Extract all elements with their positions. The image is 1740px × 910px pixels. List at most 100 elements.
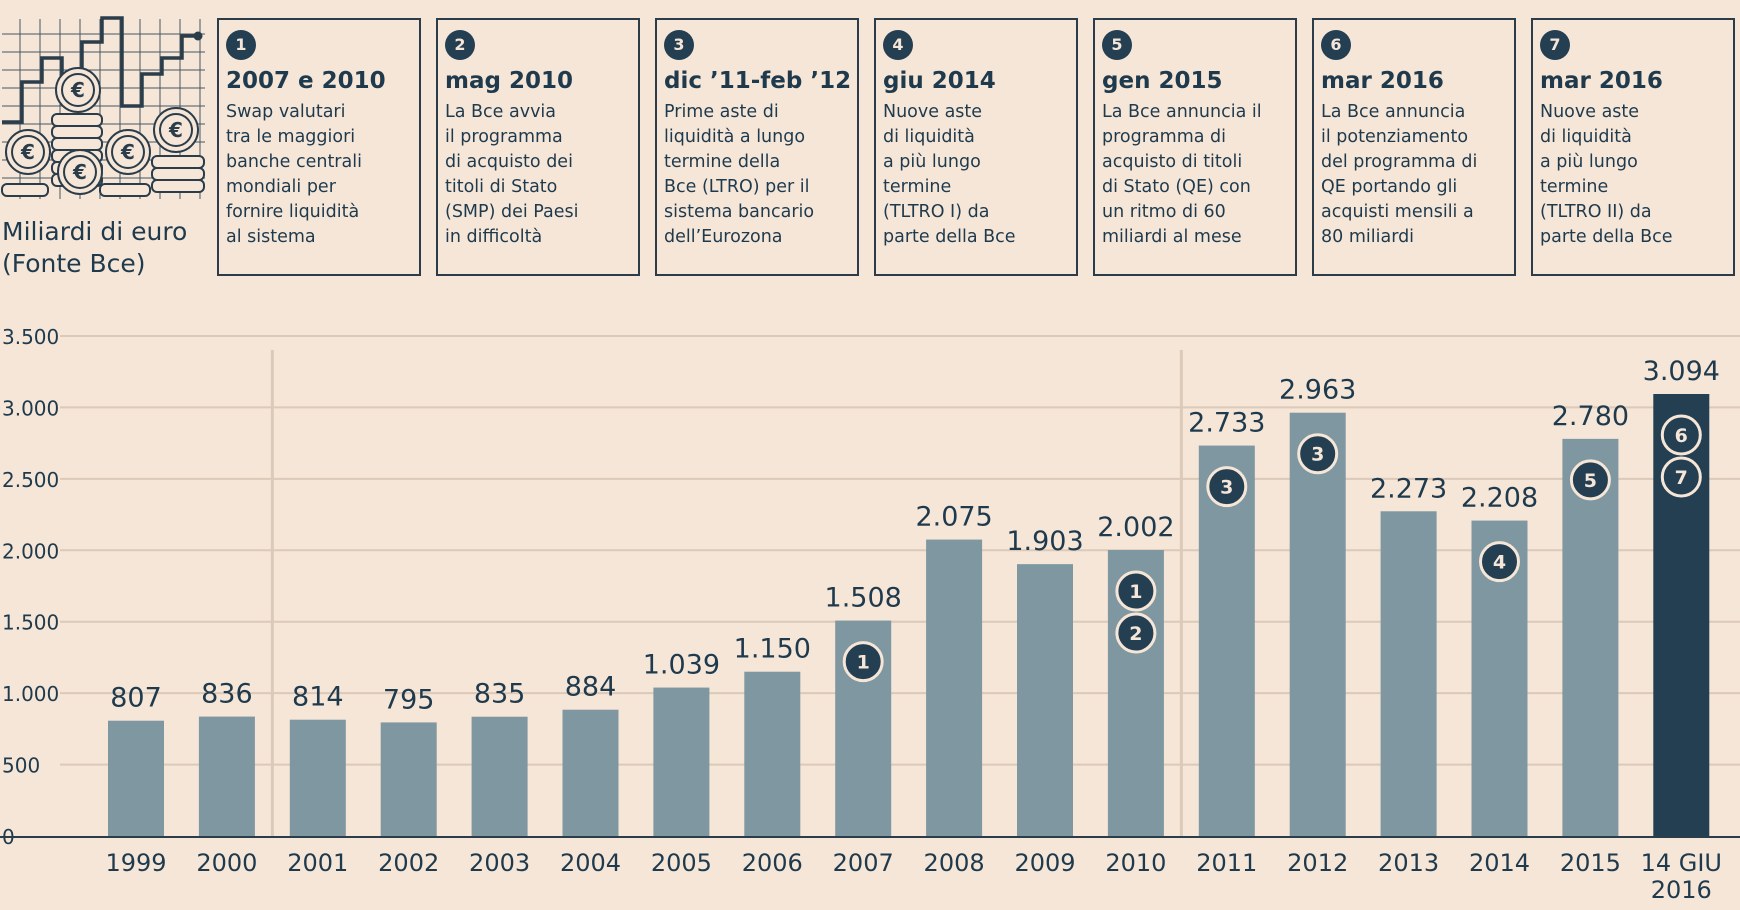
bar [1562, 438, 1619, 836]
x-tick-label: 2012 [1287, 849, 1348, 877]
event-box-4: 4 giu 2014 Nuove aste di liquidità a più… [874, 18, 1078, 276]
bar-value-label: 795 [383, 684, 435, 715]
y-tick-label: 1.500 [2, 611, 59, 635]
bar [926, 539, 983, 836]
event-description: Prime aste di liquidità a lungo termine … [664, 102, 815, 247]
event-marker-label: 1 [1129, 581, 1142, 603]
event-marker-badge [842, 641, 884, 683]
event-box-6: 6 mar 2016 La Bce annuncia il potenziame… [1312, 18, 1516, 276]
event-date: gen 2015 [1102, 68, 1223, 94]
bar [653, 687, 710, 836]
bar [380, 722, 437, 836]
event-marker-badge [1115, 612, 1157, 654]
event-box-7: 7 mar 2016 Nuove aste di liquidità a più… [1531, 18, 1735, 276]
bar-value-label: 884 [565, 672, 617, 703]
bar-value-label: 814 [292, 682, 344, 713]
event-date: mar 2016 [1321, 68, 1444, 94]
event-description: Swap valutari tra le maggiori banche cen… [226, 102, 362, 247]
event-marker-label: 7 [1675, 467, 1688, 489]
event-date: dic ’11-feb ’12 [664, 68, 852, 94]
unit-label-line2: (Fonte Bce) [2, 249, 146, 278]
event-box-2: 2 mag 2010 La Bce avvia il programma di … [436, 18, 640, 276]
event-number-badge: 2 [445, 30, 475, 60]
event-marker-badge [1660, 414, 1702, 456]
x-tick-label: 2015 [1560, 849, 1621, 877]
unit-label-line1: Miliardi di euro [2, 217, 188, 246]
svg-text:€: € [72, 160, 87, 184]
event-description: La Bce annuncia il programma di acquisto… [1102, 102, 1262, 247]
event-marker-label: 4 [1493, 552, 1506, 574]
event-number-badge: 6 [1321, 30, 1351, 60]
event-marker-badge [1479, 541, 1520, 583]
event-number-badge: 7 [1540, 30, 1570, 60]
event-marker-label: 2 [1129, 623, 1142, 645]
x-tick-label: 1999 [105, 849, 166, 877]
euro-coins-chart-icon: € € € € € [1, 16, 205, 199]
svg-text:€: € [70, 78, 85, 102]
bar [1289, 412, 1346, 836]
y-tick-label: 1.000 [2, 682, 59, 706]
event-box-3: 3 dic ’11-feb ’12 Prime aste di liquidit… [655, 18, 859, 276]
x-tick-label: 2014 [1469, 849, 1530, 877]
event-description: Nuove aste di liquidità a più lungo term… [1540, 102, 1673, 247]
bar [562, 709, 619, 836]
unit-label: Miliardi di euro (Fonte Bce) [2, 216, 187, 280]
bar-value-label: 2.273 [1370, 473, 1447, 504]
bar-value-label: 1.039 [643, 650, 720, 681]
y-tick-label: 3.500 [2, 325, 59, 349]
event-date: 2007 e 2010 [226, 68, 386, 94]
x-tick-label: 2009 [1014, 849, 1075, 877]
bar-value-label: 2.780 [1552, 401, 1629, 432]
x-tick-label: 2003 [469, 849, 530, 877]
x-tick-label: 14 GIU [1641, 849, 1722, 877]
event-marker-label: 1 [857, 652, 870, 674]
event-date: mag 2010 [445, 68, 573, 94]
event-box-5: 5 gen 2015 La Bce annuncia il programma … [1093, 18, 1297, 276]
bar [108, 720, 164, 836]
bar-value-label: 2.075 [915, 502, 992, 533]
bar [198, 716, 255, 836]
event-box-1: 1 2007 e 2010 Swap valutari tra le maggi… [217, 18, 421, 276]
svg-text:€: € [168, 118, 183, 142]
x-tick-label: 2011 [1196, 849, 1257, 877]
event-marker-badge [1297, 433, 1339, 475]
x-tick-label: 2001 [287, 849, 348, 877]
bar [1017, 564, 1073, 836]
y-tick-label: 2.000 [2, 539, 59, 563]
y-tick-label: 3.000 [2, 396, 59, 420]
bar-value-label: 1.150 [734, 634, 811, 665]
x-tick-label: 2000 [196, 849, 257, 877]
event-number-badge: 5 [1102, 30, 1132, 60]
event-number-badge: 3 [664, 30, 694, 60]
event-description: La Bce annuncia il potenziamento del pro… [1321, 102, 1478, 247]
x-tick-label: 2010 [1105, 849, 1166, 877]
event-description: La Bce avvia il programma di acquisto de… [445, 102, 579, 247]
event-marker-badge [1115, 570, 1157, 612]
bar [1198, 445, 1255, 836]
event-number-badge: 4 [883, 30, 913, 60]
x-tick-label: 2008 [924, 849, 985, 877]
bar-value-label: 1.903 [1006, 526, 1083, 557]
event-description: Nuove aste di liquidità a più lungo term… [883, 102, 1016, 247]
x-tick-label: 2006 [742, 849, 803, 877]
x-tick-label: 2002 [378, 849, 439, 877]
y-tick-label: 500 [2, 754, 40, 778]
bar [471, 716, 528, 836]
svg-text:€: € [20, 140, 35, 164]
event-marker-badge [1660, 456, 1702, 498]
bar-chart: 05001.0001.5002.0002.5003.0003.500807199… [0, 325, 1740, 904]
bar [1380, 511, 1437, 836]
x-tick-label: 2004 [560, 849, 621, 877]
event-marker-label: 3 [1220, 477, 1233, 499]
y-tick-label: 2.500 [2, 468, 59, 492]
event-date: mar 2016 [1540, 68, 1663, 94]
event-number-badge: 1 [226, 30, 256, 60]
event-marker-label: 3 [1311, 444, 1324, 466]
x-tick-label: 2007 [833, 849, 894, 877]
svg-text:€: € [120, 140, 135, 164]
event-marker-badge [1569, 459, 1611, 501]
bar-value-label: 835 [474, 679, 526, 710]
bar-value-label: 836 [201, 679, 253, 710]
bar [289, 719, 346, 836]
bar-value-label: 807 [110, 683, 162, 714]
